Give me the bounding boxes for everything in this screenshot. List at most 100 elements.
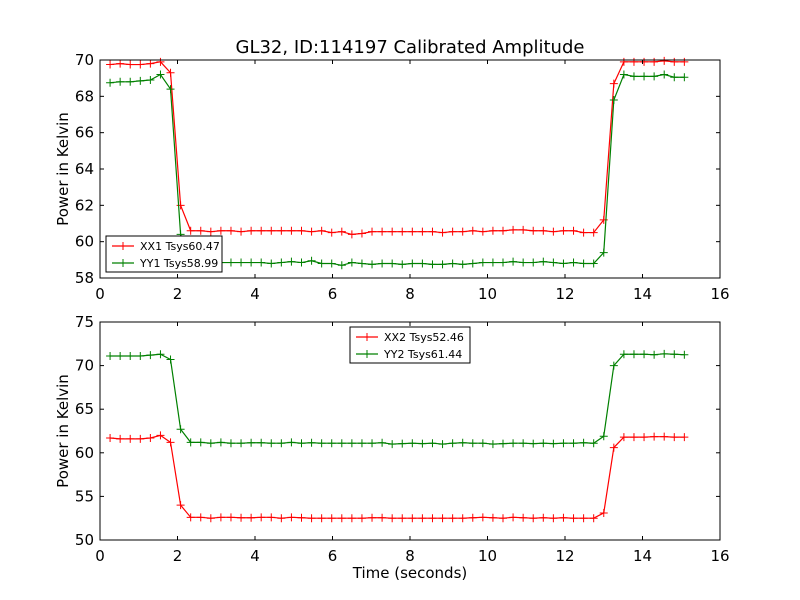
data-point <box>549 439 558 448</box>
data-point <box>640 72 649 81</box>
data-point <box>559 439 568 448</box>
data-point <box>166 355 175 364</box>
data-point <box>327 514 336 523</box>
data-point <box>488 258 497 267</box>
data-point <box>650 350 659 359</box>
data-point <box>317 514 326 523</box>
data-point <box>509 225 518 234</box>
data-point <box>116 59 125 68</box>
data-point <box>347 439 356 448</box>
data-point <box>478 439 487 448</box>
data-point <box>196 513 205 522</box>
legend-marker <box>119 242 127 250</box>
data-point <box>519 225 528 234</box>
data-point <box>166 438 175 447</box>
data-point <box>237 513 246 522</box>
data-point <box>519 258 528 267</box>
x-tick-label: 0 <box>95 547 105 565</box>
data-point <box>458 438 467 447</box>
data-point <box>357 229 366 238</box>
legend: XX2 Tsys52.46 YY2 Tsys61.44 <box>349 326 471 364</box>
y-tick-label: 50 <box>75 531 94 549</box>
data-point <box>408 227 417 236</box>
data-point <box>347 258 356 267</box>
x-tick-label: 10 <box>478 547 497 565</box>
legend-label: YY2 Tsys61.44 <box>383 348 462 361</box>
data-point <box>680 57 689 66</box>
data-point <box>368 439 377 448</box>
data-point <box>559 259 568 268</box>
y-tick-label: 68 <box>75 87 94 105</box>
x-tick-label: 2 <box>173 547 183 565</box>
data-point <box>468 513 477 522</box>
data-point <box>307 438 316 447</box>
data-point <box>368 260 377 269</box>
data-point <box>247 226 256 235</box>
data-point <box>206 227 215 236</box>
data-point <box>126 352 135 361</box>
data-point <box>247 258 256 267</box>
x-tick-label: 2 <box>173 285 183 303</box>
data-point <box>569 439 578 448</box>
data-point <box>488 226 497 235</box>
data-point <box>357 439 366 448</box>
y-tick-label: 58 <box>75 269 94 287</box>
data-point <box>297 226 306 235</box>
x-axis-label: Time (seconds) <box>352 564 468 582</box>
data-point <box>126 60 135 69</box>
data-point <box>408 439 417 448</box>
data-point <box>237 439 246 448</box>
data-point <box>640 433 649 442</box>
data-point <box>106 78 115 87</box>
data-point <box>186 438 195 447</box>
data-point <box>640 57 649 66</box>
legend-marker <box>119 259 127 267</box>
data-point <box>307 256 316 265</box>
legend-label: YY1 Tsys58.99 <box>139 257 218 270</box>
data-point <box>509 439 518 448</box>
data-point <box>136 60 145 69</box>
data-point <box>368 227 377 236</box>
x-tick-label: 6 <box>328 285 338 303</box>
x-tick-label: 8 <box>405 547 415 565</box>
y-tick-label: 75 <box>75 313 94 331</box>
data-point <box>499 258 507 267</box>
data-point <box>247 513 256 522</box>
legend-label: XX2 Tsys52.46 <box>384 331 464 344</box>
data-point <box>166 68 175 77</box>
data-point <box>116 77 125 86</box>
data-point <box>408 259 417 268</box>
data-point <box>398 227 407 236</box>
data-point <box>267 513 276 522</box>
data-point <box>549 514 558 523</box>
x-tick-label: 14 <box>633 285 652 303</box>
data-point <box>146 59 155 68</box>
data-point <box>629 350 638 359</box>
data-point <box>428 439 437 448</box>
data-point <box>478 258 487 267</box>
data-point <box>408 514 417 523</box>
series-xx <box>106 431 689 523</box>
data-point <box>277 258 286 267</box>
data-point <box>670 73 679 82</box>
x-tick-label: 12 <box>555 547 574 565</box>
data-point <box>327 439 336 448</box>
data-point <box>519 439 528 448</box>
data-point <box>680 350 689 359</box>
data-point <box>126 434 135 443</box>
legend-marker <box>363 350 371 358</box>
data-point <box>499 514 507 523</box>
data-point <box>327 228 336 237</box>
data-point <box>398 260 407 269</box>
data-point <box>660 349 669 358</box>
data-point <box>680 433 689 442</box>
data-point <box>347 230 356 239</box>
data-point <box>216 226 225 235</box>
data-point <box>650 72 659 81</box>
data-point <box>670 350 679 359</box>
y-tick-label: 64 <box>75 160 94 178</box>
legend-label: XX1 Tsys60.47 <box>140 240 220 253</box>
data-point <box>317 439 326 448</box>
data-point <box>529 439 538 448</box>
data-point <box>186 226 195 235</box>
